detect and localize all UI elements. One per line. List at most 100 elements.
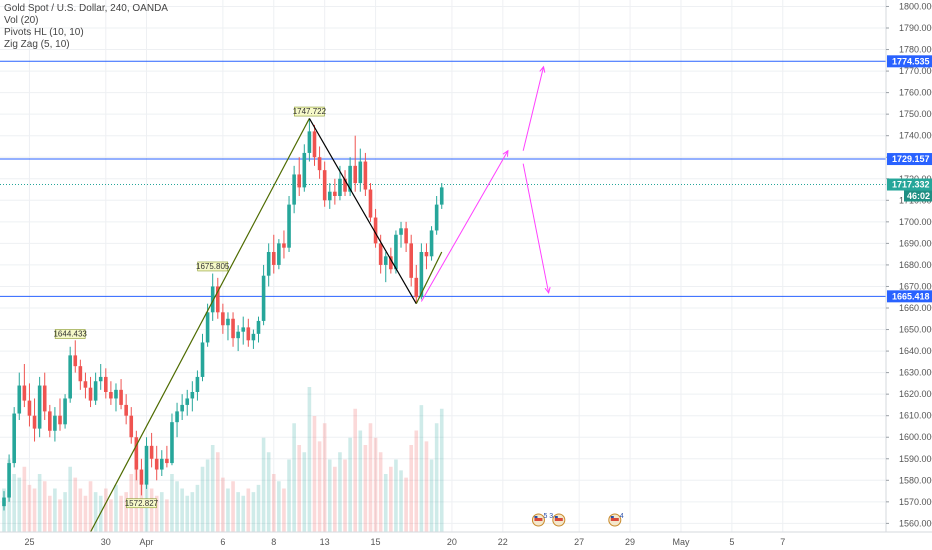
candle-body[interactable] [129, 415, 134, 438]
candle-body[interactable] [394, 234, 398, 270]
time-axis-panel[interactable] [0, 532, 932, 550]
candle-body[interactable] [383, 256, 388, 265]
candle-body[interactable] [88, 387, 93, 401]
candle-body[interactable] [114, 389, 118, 399]
candle-body[interactable] [134, 437, 139, 470]
candle-body[interactable] [277, 243, 281, 265]
candle-body[interactable] [327, 191, 332, 201]
legend-zigzag[interactable]: Zig Zag (5, 10) [4, 39, 70, 50]
candle-body[interactable] [12, 413, 16, 464]
candle-body[interactable] [292, 174, 296, 205]
legend-vol[interactable]: Vol (20) [4, 15, 39, 26]
candle-body[interactable] [180, 404, 184, 412]
candle-body[interactable] [37, 385, 42, 429]
volume-bar [302, 452, 307, 532]
candle-body[interactable] [32, 415, 37, 429]
candle-body[interactable] [389, 256, 393, 270]
candle-body[interactable] [149, 445, 154, 459]
candle-body[interactable] [165, 458, 169, 464]
candle-body[interactable] [419, 252, 424, 298]
candle-body[interactable] [215, 286, 220, 313]
candle-body[interactable] [226, 318, 230, 326]
candle-body[interactable] [256, 320, 261, 334]
candle-body[interactable] [261, 275, 266, 321]
candle-body[interactable] [22, 385, 27, 401]
candle-body[interactable] [159, 458, 164, 470]
candle-body[interactable] [322, 170, 327, 201]
candle-body[interactable] [414, 277, 419, 298]
candle-body[interactable] [200, 342, 205, 377]
candle-body[interactable] [317, 157, 322, 171]
candle-body[interactable] [343, 178, 347, 192]
candle-body[interactable] [58, 415, 62, 425]
candle-body[interactable] [53, 415, 57, 431]
candle-body[interactable] [302, 152, 307, 188]
candle-body[interactable] [68, 355, 72, 399]
candle-body[interactable] [241, 327, 246, 332]
candle-body[interactable] [378, 243, 383, 265]
candle-body[interactable] [424, 252, 429, 257]
candle-body[interactable] [27, 400, 32, 416]
time-tick-label: 15 [371, 537, 381, 547]
candle-body[interactable] [98, 376, 103, 382]
candle-body[interactable] [63, 398, 67, 425]
candle-body[interactable] [282, 243, 286, 248]
candle-body[interactable] [236, 331, 240, 339]
candle-body[interactable] [48, 411, 52, 431]
candle-body[interactable] [7, 463, 11, 498]
candle-body[interactable] [404, 228, 408, 244]
candle-body[interactable] [271, 252, 276, 265]
candle-body[interactable] [353, 165, 358, 184]
candle-body[interactable] [185, 398, 190, 405]
candle-body[interactable] [338, 178, 342, 196]
candle-body[interactable] [154, 458, 159, 470]
projection-line[interactable] [522, 66, 545, 151]
candle-body[interactable] [73, 355, 78, 367]
candle-body[interactable] [2, 497, 6, 507]
candle-body[interactable] [83, 381, 88, 388]
candle-body[interactable] [409, 243, 413, 278]
candle-body[interactable] [104, 376, 108, 392]
candle-body[interactable] [312, 131, 317, 158]
projection-line[interactable] [420, 150, 509, 302]
candle-body[interactable] [348, 165, 352, 192]
candle-body[interactable] [205, 312, 210, 343]
candle-body[interactable] [373, 217, 378, 244]
candle-body[interactable] [429, 230, 434, 257]
candle-body[interactable] [175, 411, 179, 423]
candle-body[interactable] [251, 333, 256, 341]
candle-body[interactable] [368, 189, 373, 218]
candle-body[interactable] [93, 381, 98, 401]
legend-symbol[interactable]: Gold Spot / U.S. Dollar, 240, OANDA [4, 3, 168, 14]
candle-body[interactable] [307, 131, 312, 153]
candle-body[interactable] [363, 161, 368, 190]
candle-body[interactable] [42, 385, 47, 412]
legend-pivots[interactable]: Pivots HL (10, 10) [4, 27, 84, 38]
candle-body[interactable] [221, 312, 225, 326]
candle-body[interactable] [139, 469, 144, 485]
candle-body[interactable] [124, 404, 128, 416]
candle-body[interactable] [190, 392, 195, 399]
candle-body[interactable] [287, 204, 291, 248]
candle-body[interactable] [144, 445, 149, 485]
candle-body[interactable] [210, 286, 215, 313]
candle-body[interactable] [170, 422, 174, 464]
projection-line[interactable] [522, 163, 550, 294]
candle-body[interactable] [195, 376, 200, 392]
candle-body[interactable] [358, 161, 363, 184]
candle-body[interactable] [109, 392, 113, 399]
candle-body[interactable] [266, 252, 271, 276]
candle-body[interactable] [119, 389, 123, 405]
candle-body[interactable] [439, 187, 444, 205]
candle-body[interactable] [399, 228, 403, 235]
candle-body[interactable] [434, 204, 439, 231]
candle-body[interactable] [297, 174, 302, 188]
candle-body[interactable] [333, 191, 337, 196]
candle-body[interactable] [231, 318, 235, 339]
candle-body[interactable] [78, 366, 83, 382]
price-axis-panel[interactable] [886, 0, 932, 550]
candle-body[interactable] [17, 385, 22, 414]
candle-body[interactable] [246, 327, 251, 341]
